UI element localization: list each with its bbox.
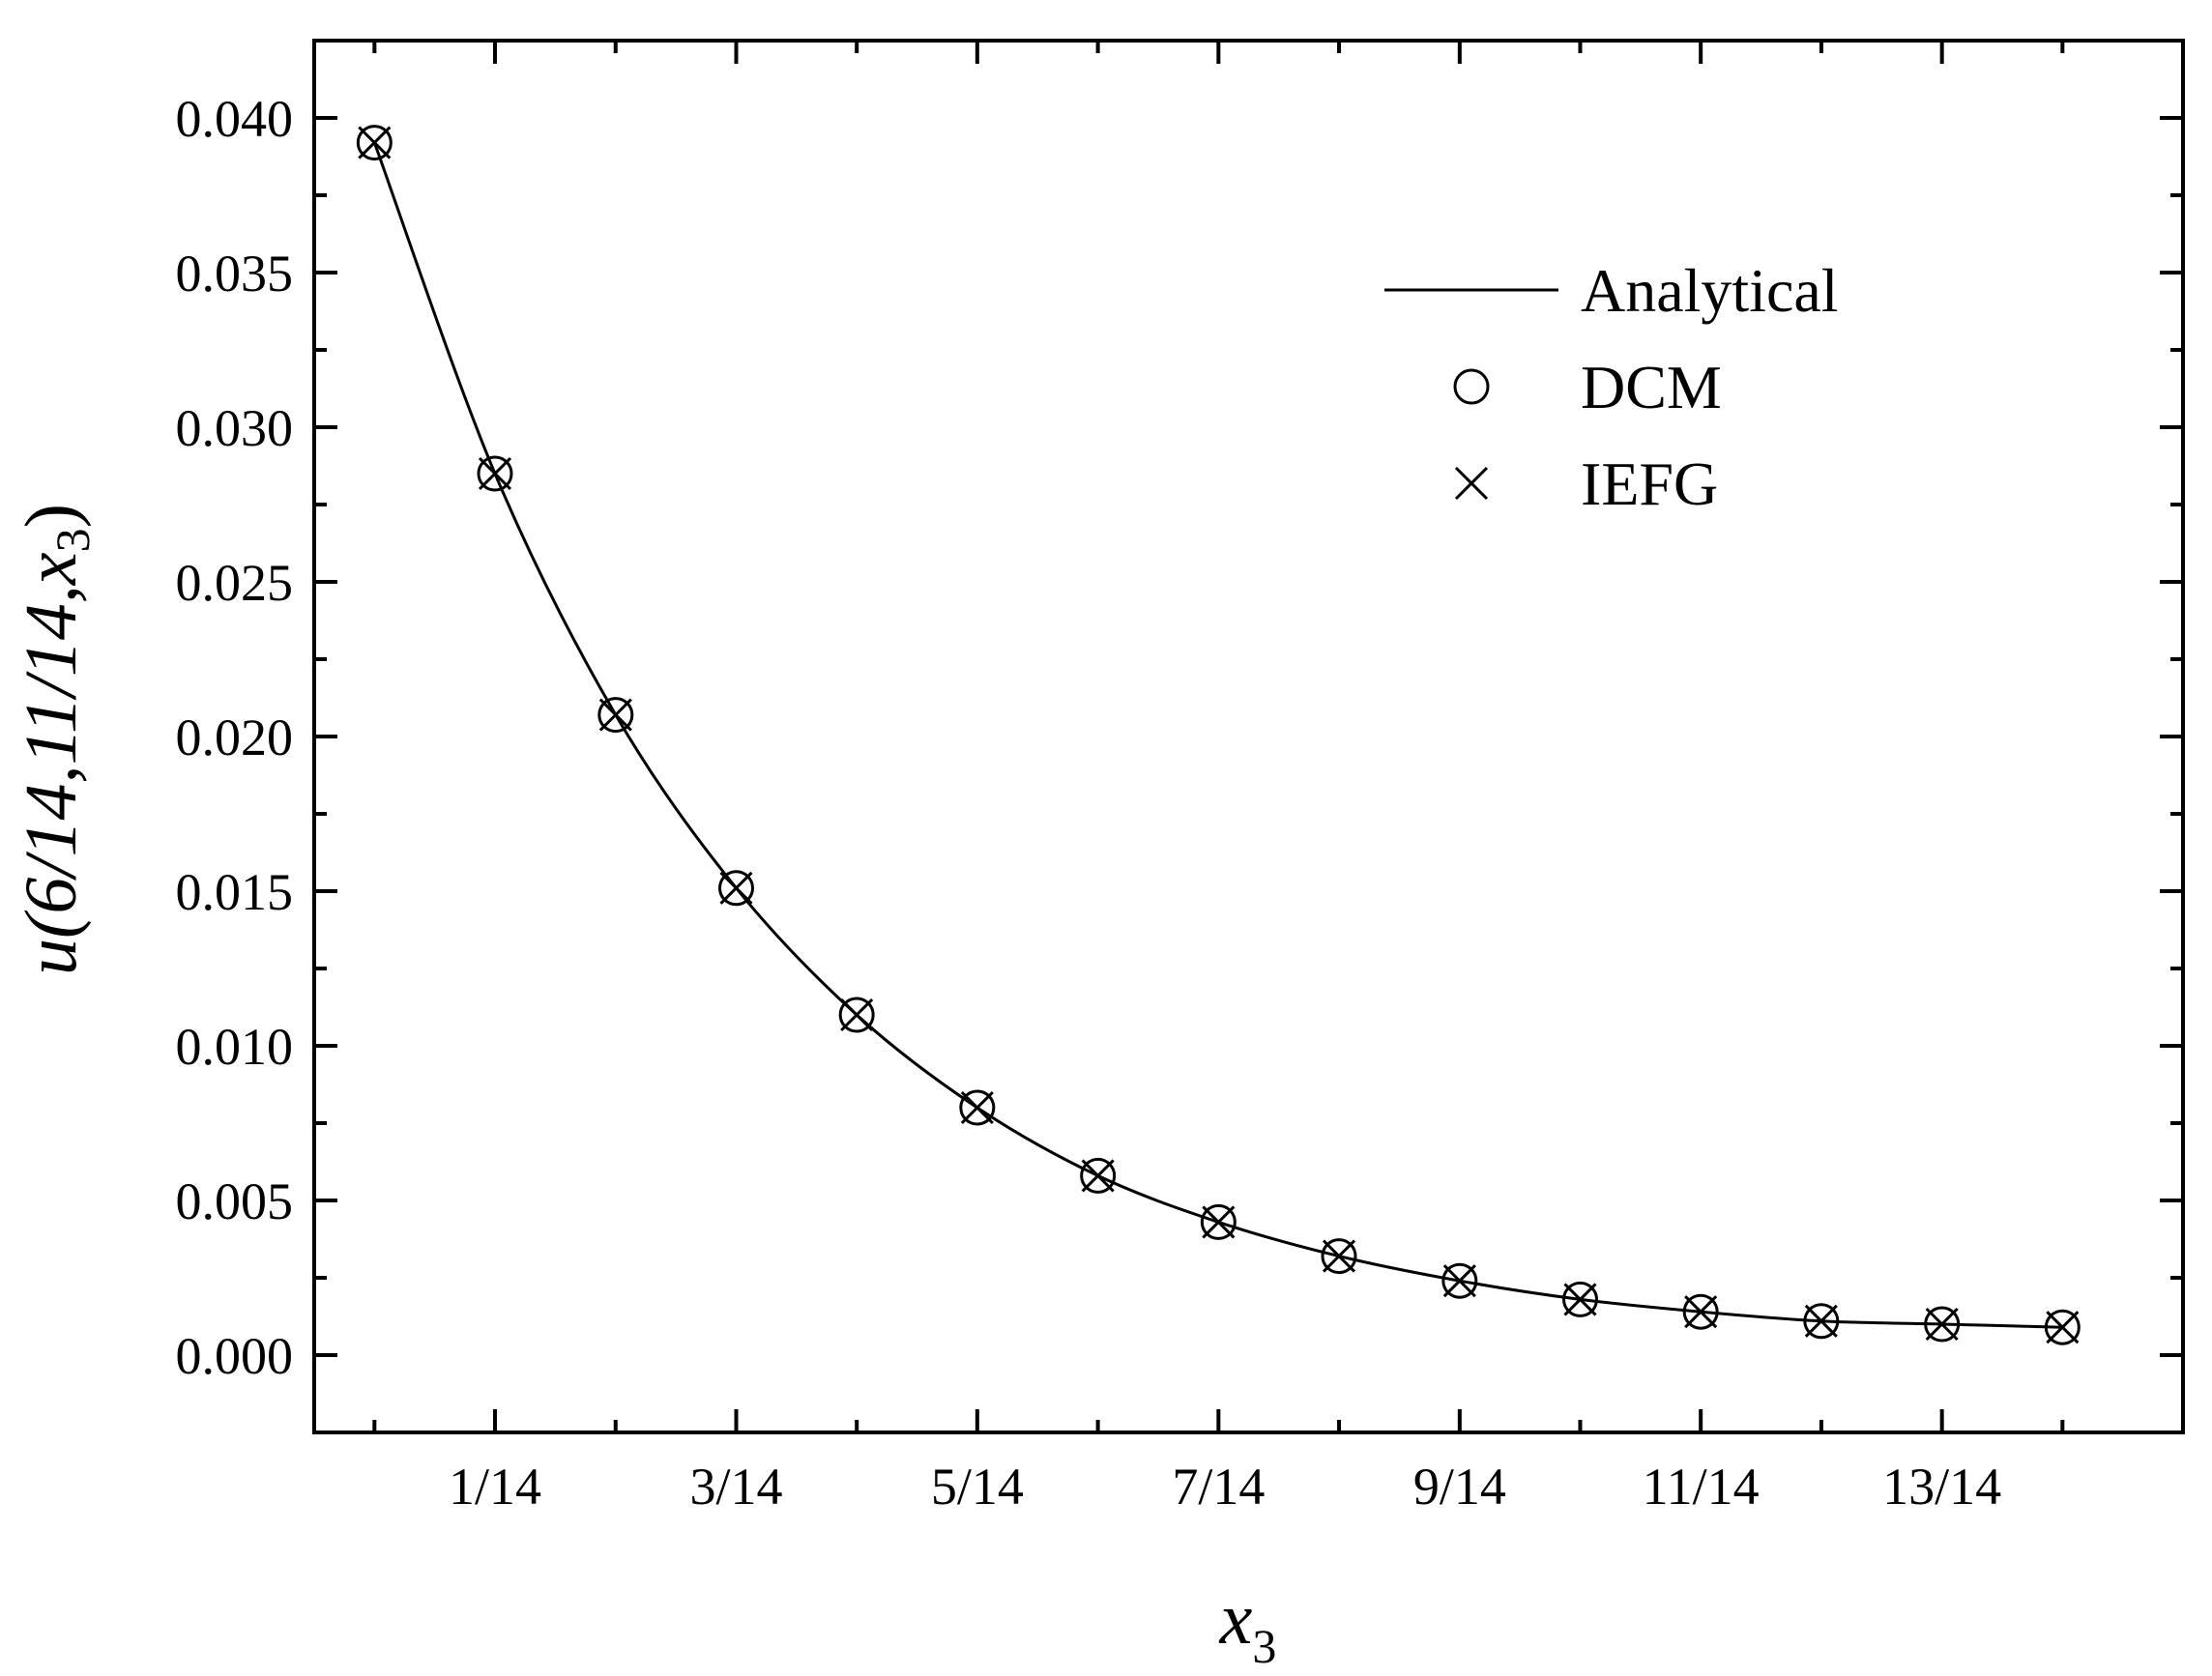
iefg-point <box>960 1090 994 1125</box>
x-tick-label: 1/14 <box>449 1458 541 1516</box>
x-tick-label: 3/14 <box>689 1458 782 1516</box>
dcm-point <box>356 125 393 161</box>
x-tick-label: 11/14 <box>1643 1458 1760 1516</box>
iefg-point <box>1684 1295 1718 1329</box>
legend: Analytical DCM IEFG <box>1384 256 1839 518</box>
y-tick-label: 0.005 <box>176 1172 294 1230</box>
y-tick-label: 0.020 <box>176 708 294 766</box>
iefg-point <box>598 698 632 732</box>
y-tick-label: 0.040 <box>176 90 294 148</box>
dcm-point <box>1321 1238 1357 1275</box>
dcm-point <box>2044 1309 2081 1345</box>
dcm-point <box>838 997 875 1033</box>
iefg-point <box>719 871 753 905</box>
y-tick-label: 0.000 <box>176 1327 294 1385</box>
dcm-point <box>959 1089 996 1126</box>
dcm-point <box>1803 1303 1840 1340</box>
dcm-point <box>597 697 634 734</box>
iefg-point <box>1804 1304 1838 1338</box>
dcm-point <box>1682 1293 1719 1330</box>
iefg-point <box>1322 1239 1356 1273</box>
legend-label-iefg: IEFG <box>1581 449 1718 518</box>
x-tick-label: 13/14 <box>1882 1458 2001 1516</box>
legend-cross-swatch <box>1454 466 1489 501</box>
legend-label-dcm: DCM <box>1581 353 1722 421</box>
axis-ticks: 0.000 0.005 0.010 0.015 0.020 0.025 0.030 0.035… <box>176 41 2183 1516</box>
x-axis-title: x3 <box>1219 1578 1277 1673</box>
x-tick-label: 7/14 <box>1172 1458 1265 1516</box>
dcm-point <box>1562 1281 1599 1317</box>
iefg-point <box>1563 1283 1597 1316</box>
legend-label-analytical: Analytical <box>1581 256 1839 325</box>
dcm-point <box>1924 1306 1961 1343</box>
y-tick-label: 0.035 <box>176 245 294 303</box>
plot-frame <box>312 39 2185 1434</box>
dcm-point <box>1200 1203 1237 1240</box>
iefg-point <box>478 456 512 491</box>
dcm-point <box>1441 1262 1478 1299</box>
iefg-point <box>1442 1264 1476 1298</box>
iefg-point <box>1925 1307 1959 1342</box>
y-axis-title: u(6/14,11/14,x3) <box>11 504 100 975</box>
iefg-point <box>1081 1159 1115 1193</box>
iefg-point <box>358 126 392 159</box>
y-tick-label: 0.010 <box>176 1018 294 1076</box>
iefg-point <box>840 997 874 1032</box>
x-tick-label: 5/14 <box>931 1458 1024 1516</box>
y-tick-label: 0.025 <box>176 554 294 612</box>
iefg-point <box>1202 1205 1236 1239</box>
y-tick-label: 0.030 <box>176 399 294 457</box>
dcm-point <box>718 870 755 907</box>
dcm-point <box>477 455 513 492</box>
plot-marks <box>356 125 2081 1345</box>
dcm-point <box>1080 1157 1117 1194</box>
series-line-analytical <box>372 142 2063 1329</box>
y-tick-label: 0.015 <box>176 863 294 921</box>
iefg-point <box>2046 1311 2080 1344</box>
legend-circle-swatch <box>1453 368 1490 405</box>
x-tick-label: 9/14 <box>1413 1458 1506 1516</box>
